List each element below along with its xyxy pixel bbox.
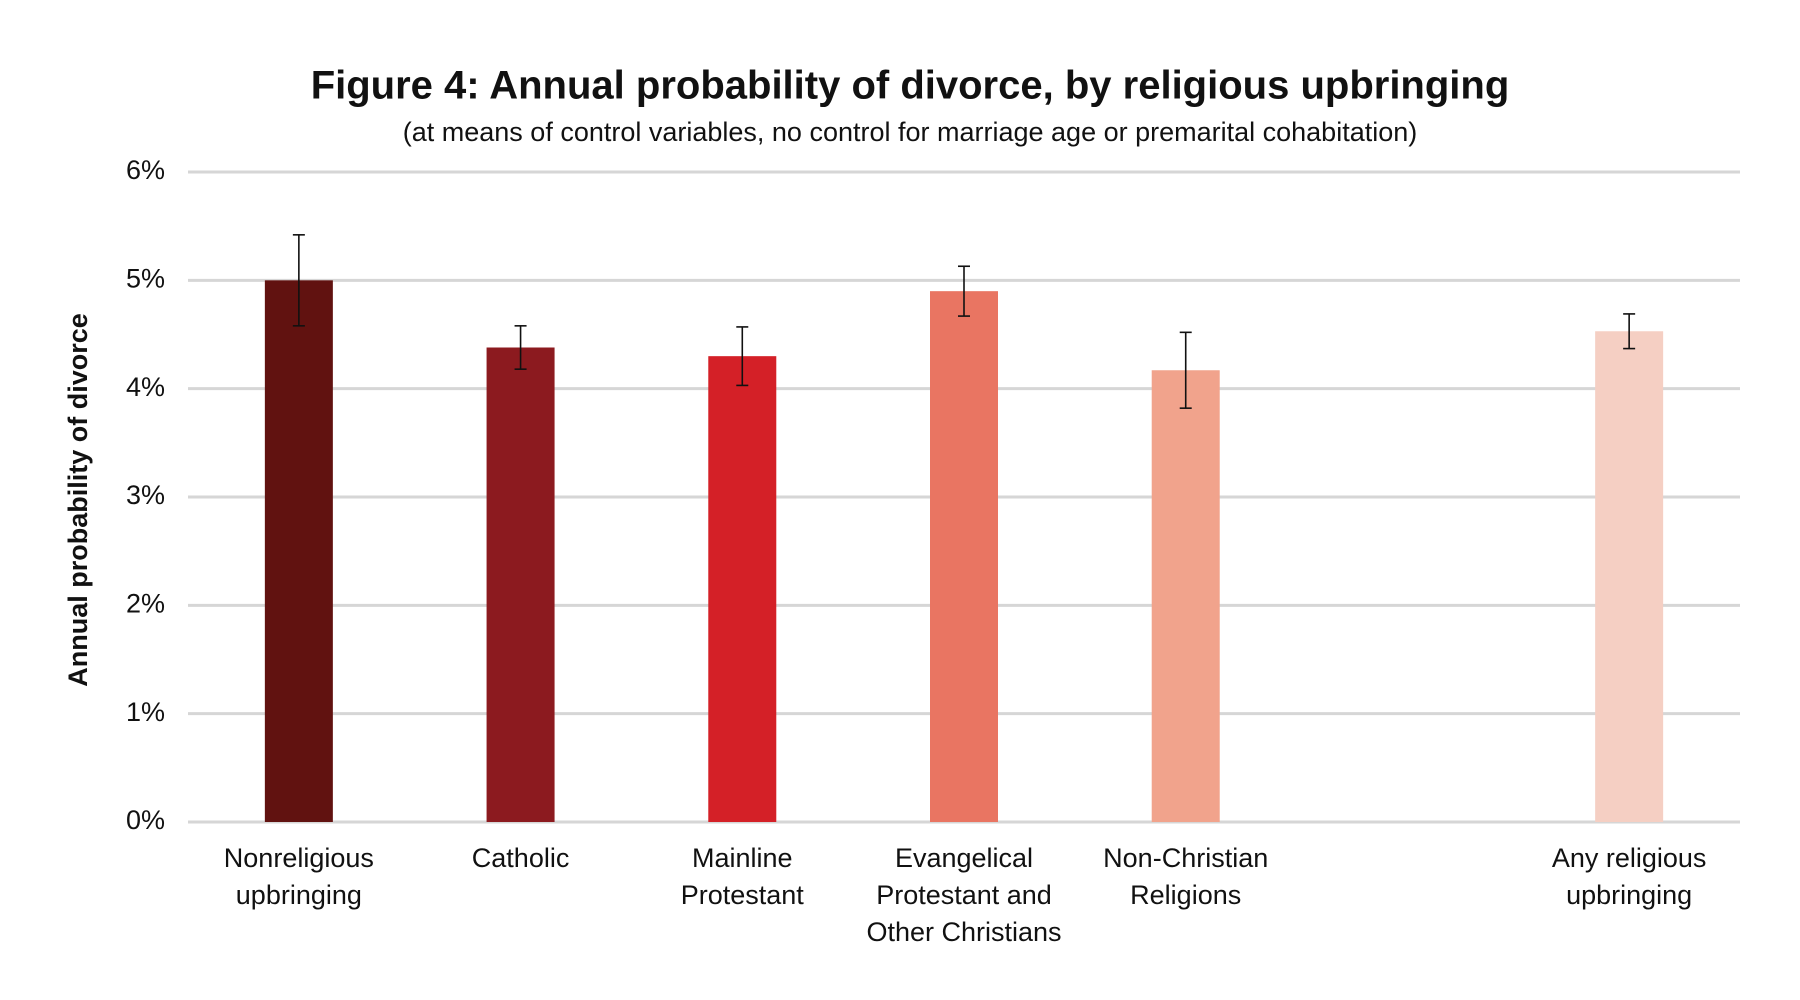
bar [1595,331,1664,822]
y-tick-label: 2% [126,588,165,618]
x-tick-label: Evangelical Protestant and Other Christi… [866,843,1062,947]
y-tick-label: 1% [126,697,165,727]
y-axis-label: Annual probability of divorce [63,313,93,687]
x-tick-label: Nonreligious upbringing [223,843,374,910]
chart-subtitle: (at means of control variables, no contr… [403,117,1418,147]
error-bar [736,326,749,387]
x-tick-label: Any religious upbringing [1551,843,1707,910]
error-bar [292,234,305,327]
x-tick-label: Non-Christian Religions [1103,843,1269,910]
error-bar [1623,313,1636,350]
y-tick-label: 4% [126,372,165,402]
y-tick-label: 6% [126,155,165,185]
x-tick-label: Catholic [471,843,570,873]
bar [1151,370,1220,822]
y-tick-label: 3% [126,480,165,510]
chart-title: Figure 4: Annual probability of divorce,… [311,64,1510,108]
y-tick-label: 0% [126,805,165,835]
bar [264,280,333,822]
bar [930,291,998,823]
y-tick-label: 5% [126,263,165,293]
error-bar [1179,331,1192,409]
bar [708,356,777,822]
error-bar [958,265,970,317]
error-bar [514,325,527,370]
bar [486,347,555,822]
x-tick-label: Mainline Protestant [680,843,804,910]
